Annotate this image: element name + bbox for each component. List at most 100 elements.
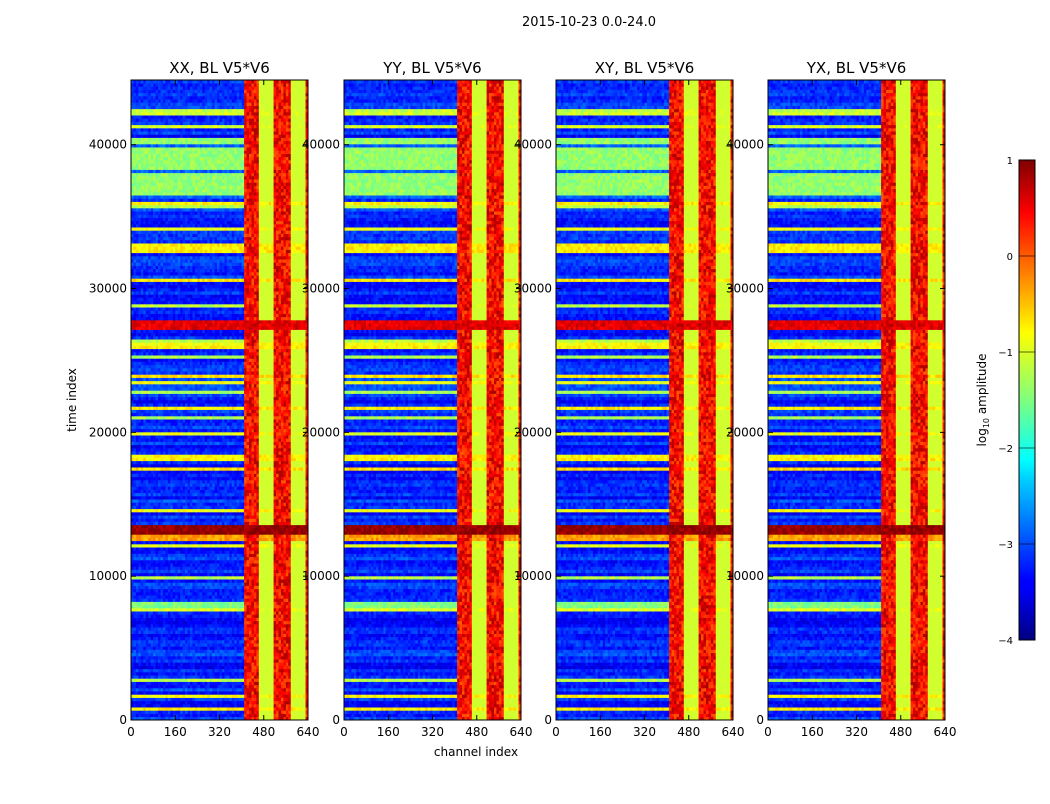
heatmap-cell — [220, 698, 223, 702]
heatmap-cell — [200, 694, 203, 698]
heatmap-cell — [161, 691, 164, 695]
heatmap-cell — [288, 704, 291, 708]
heatmap-cell — [247, 698, 250, 702]
heatmap-cell — [215, 694, 218, 698]
heatmap-cell — [239, 698, 242, 702]
heatmap-cells — [131, 80, 308, 720]
heatmap-cell — [153, 704, 156, 708]
heatmap-cell — [183, 691, 186, 695]
heatmap-cell — [173, 701, 176, 705]
heatmap-cell — [274, 701, 277, 705]
heatmap-cell — [254, 704, 257, 708]
heatmap-cell — [210, 710, 213, 714]
heatmap-cell — [244, 714, 247, 718]
heatmap-cell — [220, 701, 223, 705]
heatmap-cell — [264, 710, 267, 714]
heatmap-cell — [256, 707, 259, 711]
heatmap-cell — [274, 704, 277, 708]
heatmap-cell — [224, 704, 227, 708]
heatmap-cell — [168, 714, 171, 718]
heatmap-cell — [190, 707, 193, 711]
heatmap-cell — [301, 710, 304, 714]
heatmap-cell — [173, 694, 176, 698]
heatmap-cell — [192, 710, 195, 714]
heatmap-cell — [207, 707, 210, 711]
heatmap-cell — [138, 694, 141, 698]
heatmap-cell — [170, 694, 173, 698]
heatmap-cell — [141, 691, 144, 695]
heatmap-cell — [163, 704, 166, 708]
heatmap-cell — [183, 707, 186, 711]
heatmap-cell — [222, 691, 225, 695]
heatmap-cell — [168, 691, 171, 695]
heatmap-cell — [151, 707, 154, 711]
panel-xx: XX, BL V5*V60 160 320 480 640010000200003000… — [89, 59, 320, 739]
heatmap-cell — [153, 698, 156, 702]
heatmap-cell — [283, 714, 286, 718]
heatmap-cell — [301, 701, 304, 705]
heatmap-cell — [239, 701, 242, 705]
heatmap-cell — [151, 714, 154, 718]
heatmap-cell — [190, 698, 193, 702]
heatmap-cell — [276, 698, 279, 702]
heatmap-cell — [222, 698, 225, 702]
heatmap-cell — [205, 710, 208, 714]
heatmap-cell — [259, 704, 262, 708]
heatmap-cell — [190, 704, 193, 708]
heatmap-cell — [222, 694, 225, 698]
heatmap-cell — [200, 710, 203, 714]
heatmap-cell — [234, 710, 237, 714]
heatmap-cell — [264, 704, 267, 708]
heatmap-cell — [217, 710, 220, 714]
heatmap-cell — [293, 698, 296, 702]
heatmap-cell — [261, 701, 264, 705]
heatmap-cell — [175, 698, 178, 702]
heatmap-cell — [146, 694, 149, 698]
heatmap-cell — [210, 714, 213, 718]
heatmap-cell — [251, 694, 254, 698]
heatmap-cell — [197, 710, 200, 714]
heatmap-cell — [205, 694, 208, 698]
heatmap-cell — [183, 714, 186, 718]
heatmap-cell — [249, 694, 252, 698]
heatmap-cell — [175, 704, 178, 708]
heatmap-cell — [249, 698, 252, 702]
heatmap-cell — [168, 707, 171, 711]
heatmap-cell — [205, 701, 208, 705]
heatmap-cell — [188, 710, 191, 714]
heatmap-cell — [254, 714, 257, 718]
heatmap-cell — [232, 710, 235, 714]
heatmap-cell — [249, 701, 252, 705]
heatmap-cell — [254, 701, 257, 705]
heatmap-cell — [234, 707, 237, 711]
heatmap-cell — [188, 694, 191, 698]
heatmap-cell — [151, 698, 154, 702]
heatmap-cell — [229, 710, 232, 714]
heatmap-cell — [249, 704, 252, 708]
heatmap-cell — [239, 694, 242, 698]
heatmap-cell — [136, 704, 139, 708]
heatmap-cell — [165, 714, 168, 718]
heatmap-cell — [237, 698, 240, 702]
heatmap-cell — [266, 710, 269, 714]
heatmap-cell — [195, 710, 198, 714]
heatmap-cell — [178, 701, 181, 705]
heatmap-cell — [259, 714, 262, 718]
heatmap-cell — [178, 710, 181, 714]
heatmap-cell — [296, 707, 299, 711]
heatmap-cell — [296, 704, 299, 708]
heatmap-cell — [156, 698, 159, 702]
heatmap-cell — [146, 691, 149, 695]
heatmap-cell — [212, 707, 215, 711]
heatmap-cell — [274, 698, 277, 702]
heatmap-cell — [185, 691, 188, 695]
heatmap-cell — [205, 707, 208, 711]
heatmap-cell — [298, 704, 301, 708]
heatmap-cell — [156, 694, 159, 698]
heatmap-cell — [195, 714, 198, 718]
heatmap-cell — [291, 710, 294, 714]
heatmap-cell — [192, 707, 195, 711]
heatmap-cell — [148, 707, 151, 711]
heatmap-cell — [286, 698, 289, 702]
heatmap-cell — [180, 714, 183, 718]
